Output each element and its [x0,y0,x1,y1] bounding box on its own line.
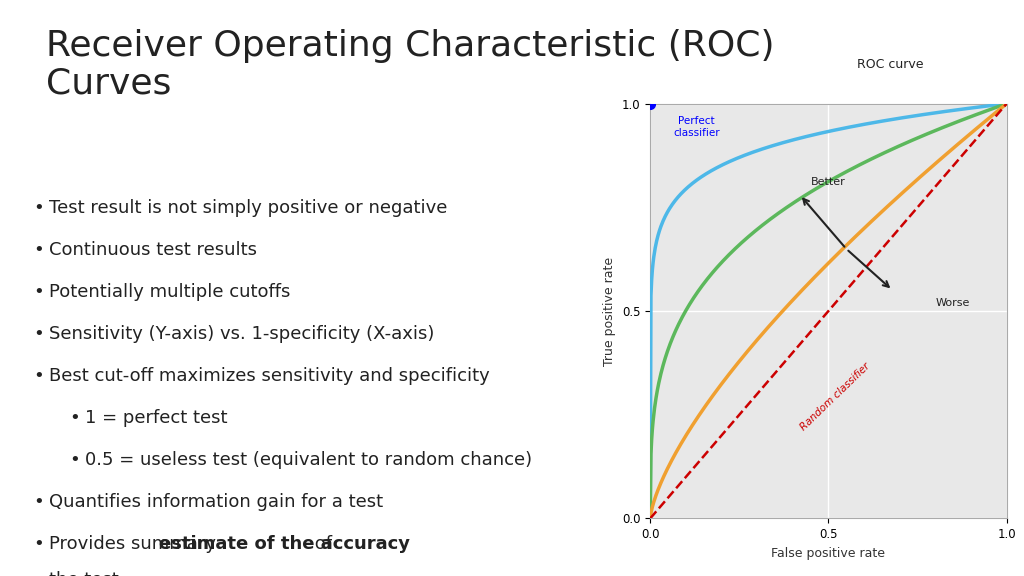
Text: Best cut-off maximizes sensitivity and specificity: Best cut-off maximizes sensitivity and s… [49,367,489,385]
Text: •: • [33,493,43,511]
Text: •: • [33,535,43,553]
Text: •: • [69,409,80,427]
Text: the test: the test [49,571,119,576]
Text: Better: Better [811,177,846,187]
Text: Quantifies information gain for a test: Quantifies information gain for a test [49,493,383,511]
Text: Random classifier: Random classifier [799,361,872,432]
Text: •: • [33,283,43,301]
Text: •: • [33,241,43,259]
Text: Continuous test results: Continuous test results [49,241,257,259]
Text: Sensitivity (Y-axis) vs. 1-specificity (X-axis): Sensitivity (Y-axis) vs. 1-specificity (… [49,325,434,343]
Text: •: • [33,325,43,343]
Text: of: of [308,535,332,553]
Text: •: • [33,199,43,217]
Text: 1 = perfect test: 1 = perfect test [85,409,227,427]
Text: Worse: Worse [935,298,970,308]
Text: •: • [69,451,80,469]
Text: Provides summary: Provides summary [49,535,222,553]
Text: Potentially multiple cutoffs: Potentially multiple cutoffs [49,283,291,301]
Text: Test result is not simply positive or negative: Test result is not simply positive or ne… [49,199,447,217]
Text: ROC curve: ROC curve [857,58,924,70]
Text: •: • [33,367,43,385]
Y-axis label: True positive rate: True positive rate [603,256,616,366]
Text: Receiver Operating Characteristic (ROC)
Curves: Receiver Operating Characteristic (ROC) … [46,29,774,101]
Text: 0.5 = useless test (equivalent to random chance): 0.5 = useless test (equivalent to random… [85,451,532,469]
Text: Perfect
classifier: Perfect classifier [673,116,720,138]
Text: estimate of the accuracy: estimate of the accuracy [160,535,411,553]
X-axis label: False positive rate: False positive rate [771,547,886,560]
